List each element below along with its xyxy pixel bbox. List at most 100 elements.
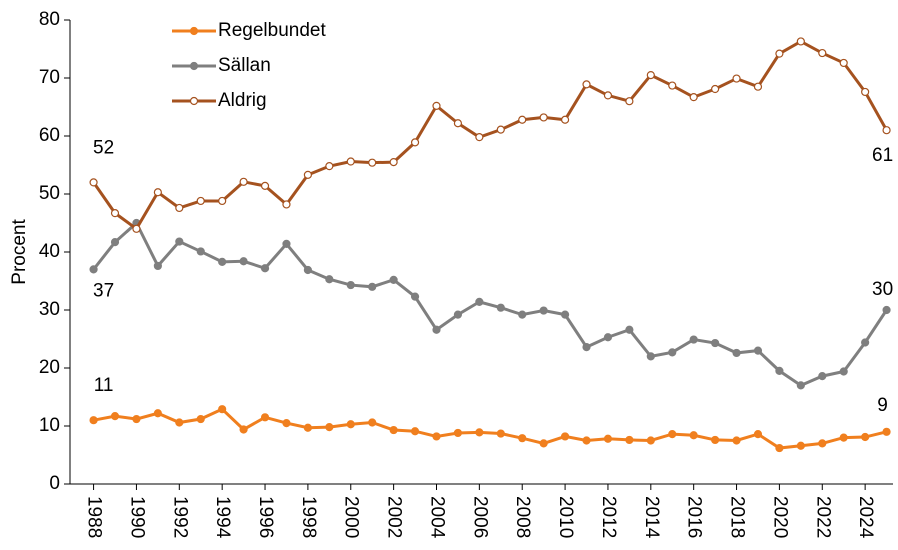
point (175, 418, 184, 427)
x-tick-label: 2006 (469, 496, 490, 538)
y-tick-label: 20 (39, 357, 60, 378)
point (582, 436, 591, 445)
point (475, 133, 484, 142)
legend-label: Aldrig (218, 90, 267, 111)
point (539, 113, 548, 122)
point (218, 405, 227, 414)
point (625, 325, 634, 334)
x-tick-label: 2010 (555, 496, 576, 538)
point (518, 310, 527, 319)
point (689, 335, 698, 344)
point (132, 414, 141, 424)
point (239, 257, 248, 266)
point (153, 261, 162, 271)
point (689, 93, 698, 102)
point (689, 431, 698, 440)
point (432, 101, 441, 110)
point (389, 425, 398, 435)
point (668, 430, 677, 439)
point (732, 74, 741, 83)
point (668, 81, 677, 90)
point (796, 37, 805, 46)
point (110, 412, 120, 421)
point (796, 441, 805, 450)
point (496, 429, 505, 438)
point (839, 58, 848, 68)
point (260, 181, 270, 190)
point (303, 170, 312, 179)
point (89, 178, 98, 187)
point (861, 87, 870, 97)
y-tick-label: 80 (39, 9, 60, 30)
data-label: 61 (872, 145, 893, 166)
point (303, 423, 312, 432)
point (775, 49, 784, 58)
point (410, 292, 420, 301)
point (646, 436, 655, 445)
point (711, 338, 720, 348)
point (196, 196, 205, 206)
x-tick-label: 1992 (169, 496, 190, 538)
point (882, 305, 891, 315)
point (196, 414, 205, 424)
point (346, 420, 355, 429)
point (110, 209, 120, 218)
y-tick-label: 70 (39, 67, 60, 88)
point (560, 115, 570, 124)
point (711, 84, 720, 94)
point (818, 48, 827, 58)
data-label: 30 (872, 279, 893, 300)
point (753, 82, 763, 91)
x-tick-label: 2004 (426, 496, 447, 539)
legend-marker (189, 61, 199, 71)
point (132, 224, 141, 233)
point (175, 237, 184, 246)
data-label: 37 (93, 280, 114, 301)
legend-marker (189, 26, 199, 36)
point (325, 162, 334, 171)
point (239, 177, 248, 186)
point (603, 434, 613, 443)
series-line (92, 220, 888, 388)
point (282, 200, 291, 209)
point (346, 280, 355, 290)
x-tick-label: 2018 (727, 496, 748, 538)
point (496, 125, 505, 134)
point (282, 419, 291, 428)
point (711, 435, 720, 445)
point (325, 275, 334, 284)
x-tick-label: 2014 (641, 496, 662, 539)
y-tick-label: 0 (49, 473, 60, 494)
point (410, 427, 420, 436)
point (368, 158, 377, 167)
legend-label: Sällan (218, 55, 271, 76)
x-tick-label: 1996 (255, 496, 276, 538)
point (346, 157, 355, 166)
point (861, 432, 870, 442)
x-tick-label: 2020 (769, 496, 790, 538)
point (239, 425, 248, 434)
point (582, 80, 591, 89)
x-tick-label: 1990 (126, 496, 147, 538)
point (818, 439, 827, 448)
point (625, 97, 634, 106)
point (89, 416, 98, 425)
point (775, 443, 784, 453)
point (753, 346, 763, 355)
y-axis-label: Procent (9, 219, 30, 285)
point (603, 333, 613, 342)
point (389, 275, 398, 284)
point (432, 325, 441, 334)
x-tick-label: 1988 (84, 496, 105, 538)
point (410, 138, 420, 147)
point (260, 413, 270, 422)
point (625, 435, 634, 445)
point (153, 188, 162, 197)
point (368, 282, 377, 291)
point (861, 338, 870, 347)
point (389, 158, 398, 167)
x-tick-label: 2024 (855, 496, 876, 539)
point (89, 265, 98, 274)
point (582, 343, 591, 352)
